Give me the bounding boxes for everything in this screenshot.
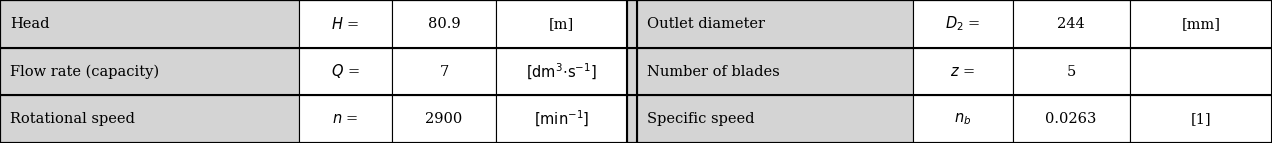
Bar: [0, 0, 299, 48]
Bar: [1013, 95, 1130, 143]
Text: 0.0263: 0.0263: [1046, 112, 1096, 126]
Text: $Q$ =: $Q$ =: [331, 62, 360, 81]
Bar: [1013, 0, 1130, 48]
Text: [mm]: [mm]: [1182, 17, 1220, 31]
Text: $[\mathrm{min}^{-1}]$: $[\mathrm{min}^{-1}]$: [534, 109, 589, 129]
Bar: [1013, 48, 1130, 95]
Text: 5: 5: [1066, 64, 1076, 79]
Text: 80.9: 80.9: [427, 17, 460, 31]
Text: $D_2$ =: $D_2$ =: [945, 14, 981, 33]
Bar: [627, 48, 637, 95]
Text: $H$ =: $H$ =: [331, 16, 360, 32]
Text: Head: Head: [10, 17, 50, 31]
Bar: [0, 95, 299, 143]
Bar: [637, 0, 913, 48]
Text: $n_b$: $n_b$: [954, 111, 972, 127]
Bar: [627, 0, 637, 48]
Bar: [1130, 48, 1272, 95]
Bar: [913, 48, 1013, 95]
Text: Outlet diameter: Outlet diameter: [647, 17, 766, 31]
Text: 7: 7: [439, 64, 449, 79]
Bar: [0, 48, 299, 95]
Text: 2900: 2900: [425, 112, 463, 126]
Bar: [299, 95, 392, 143]
Text: 244: 244: [1057, 17, 1085, 31]
Bar: [392, 0, 496, 48]
Text: Rotational speed: Rotational speed: [10, 112, 135, 126]
Text: Specific speed: Specific speed: [647, 112, 756, 126]
Bar: [913, 0, 1013, 48]
Text: Flow rate (capacity): Flow rate (capacity): [10, 64, 159, 79]
Text: $z$ =: $z$ =: [950, 64, 976, 79]
Bar: [1130, 0, 1272, 48]
Text: Number of blades: Number of blades: [647, 64, 780, 79]
Text: $[\mathrm{dm}^3{\cdot}\mathrm{s}^{-1}]$: $[\mathrm{dm}^3{\cdot}\mathrm{s}^{-1}]$: [527, 61, 597, 82]
Text: [m]: [m]: [550, 17, 574, 31]
Text: [1]: [1]: [1191, 112, 1211, 126]
Bar: [1130, 95, 1272, 143]
Text: $n$ =: $n$ =: [332, 112, 359, 126]
Bar: [392, 95, 496, 143]
Bar: [496, 95, 627, 143]
Bar: [299, 48, 392, 95]
Bar: [496, 48, 627, 95]
Bar: [496, 0, 627, 48]
Bar: [913, 95, 1013, 143]
Bar: [299, 0, 392, 48]
Bar: [392, 48, 496, 95]
Bar: [637, 48, 913, 95]
Bar: [637, 95, 913, 143]
Bar: [627, 95, 637, 143]
